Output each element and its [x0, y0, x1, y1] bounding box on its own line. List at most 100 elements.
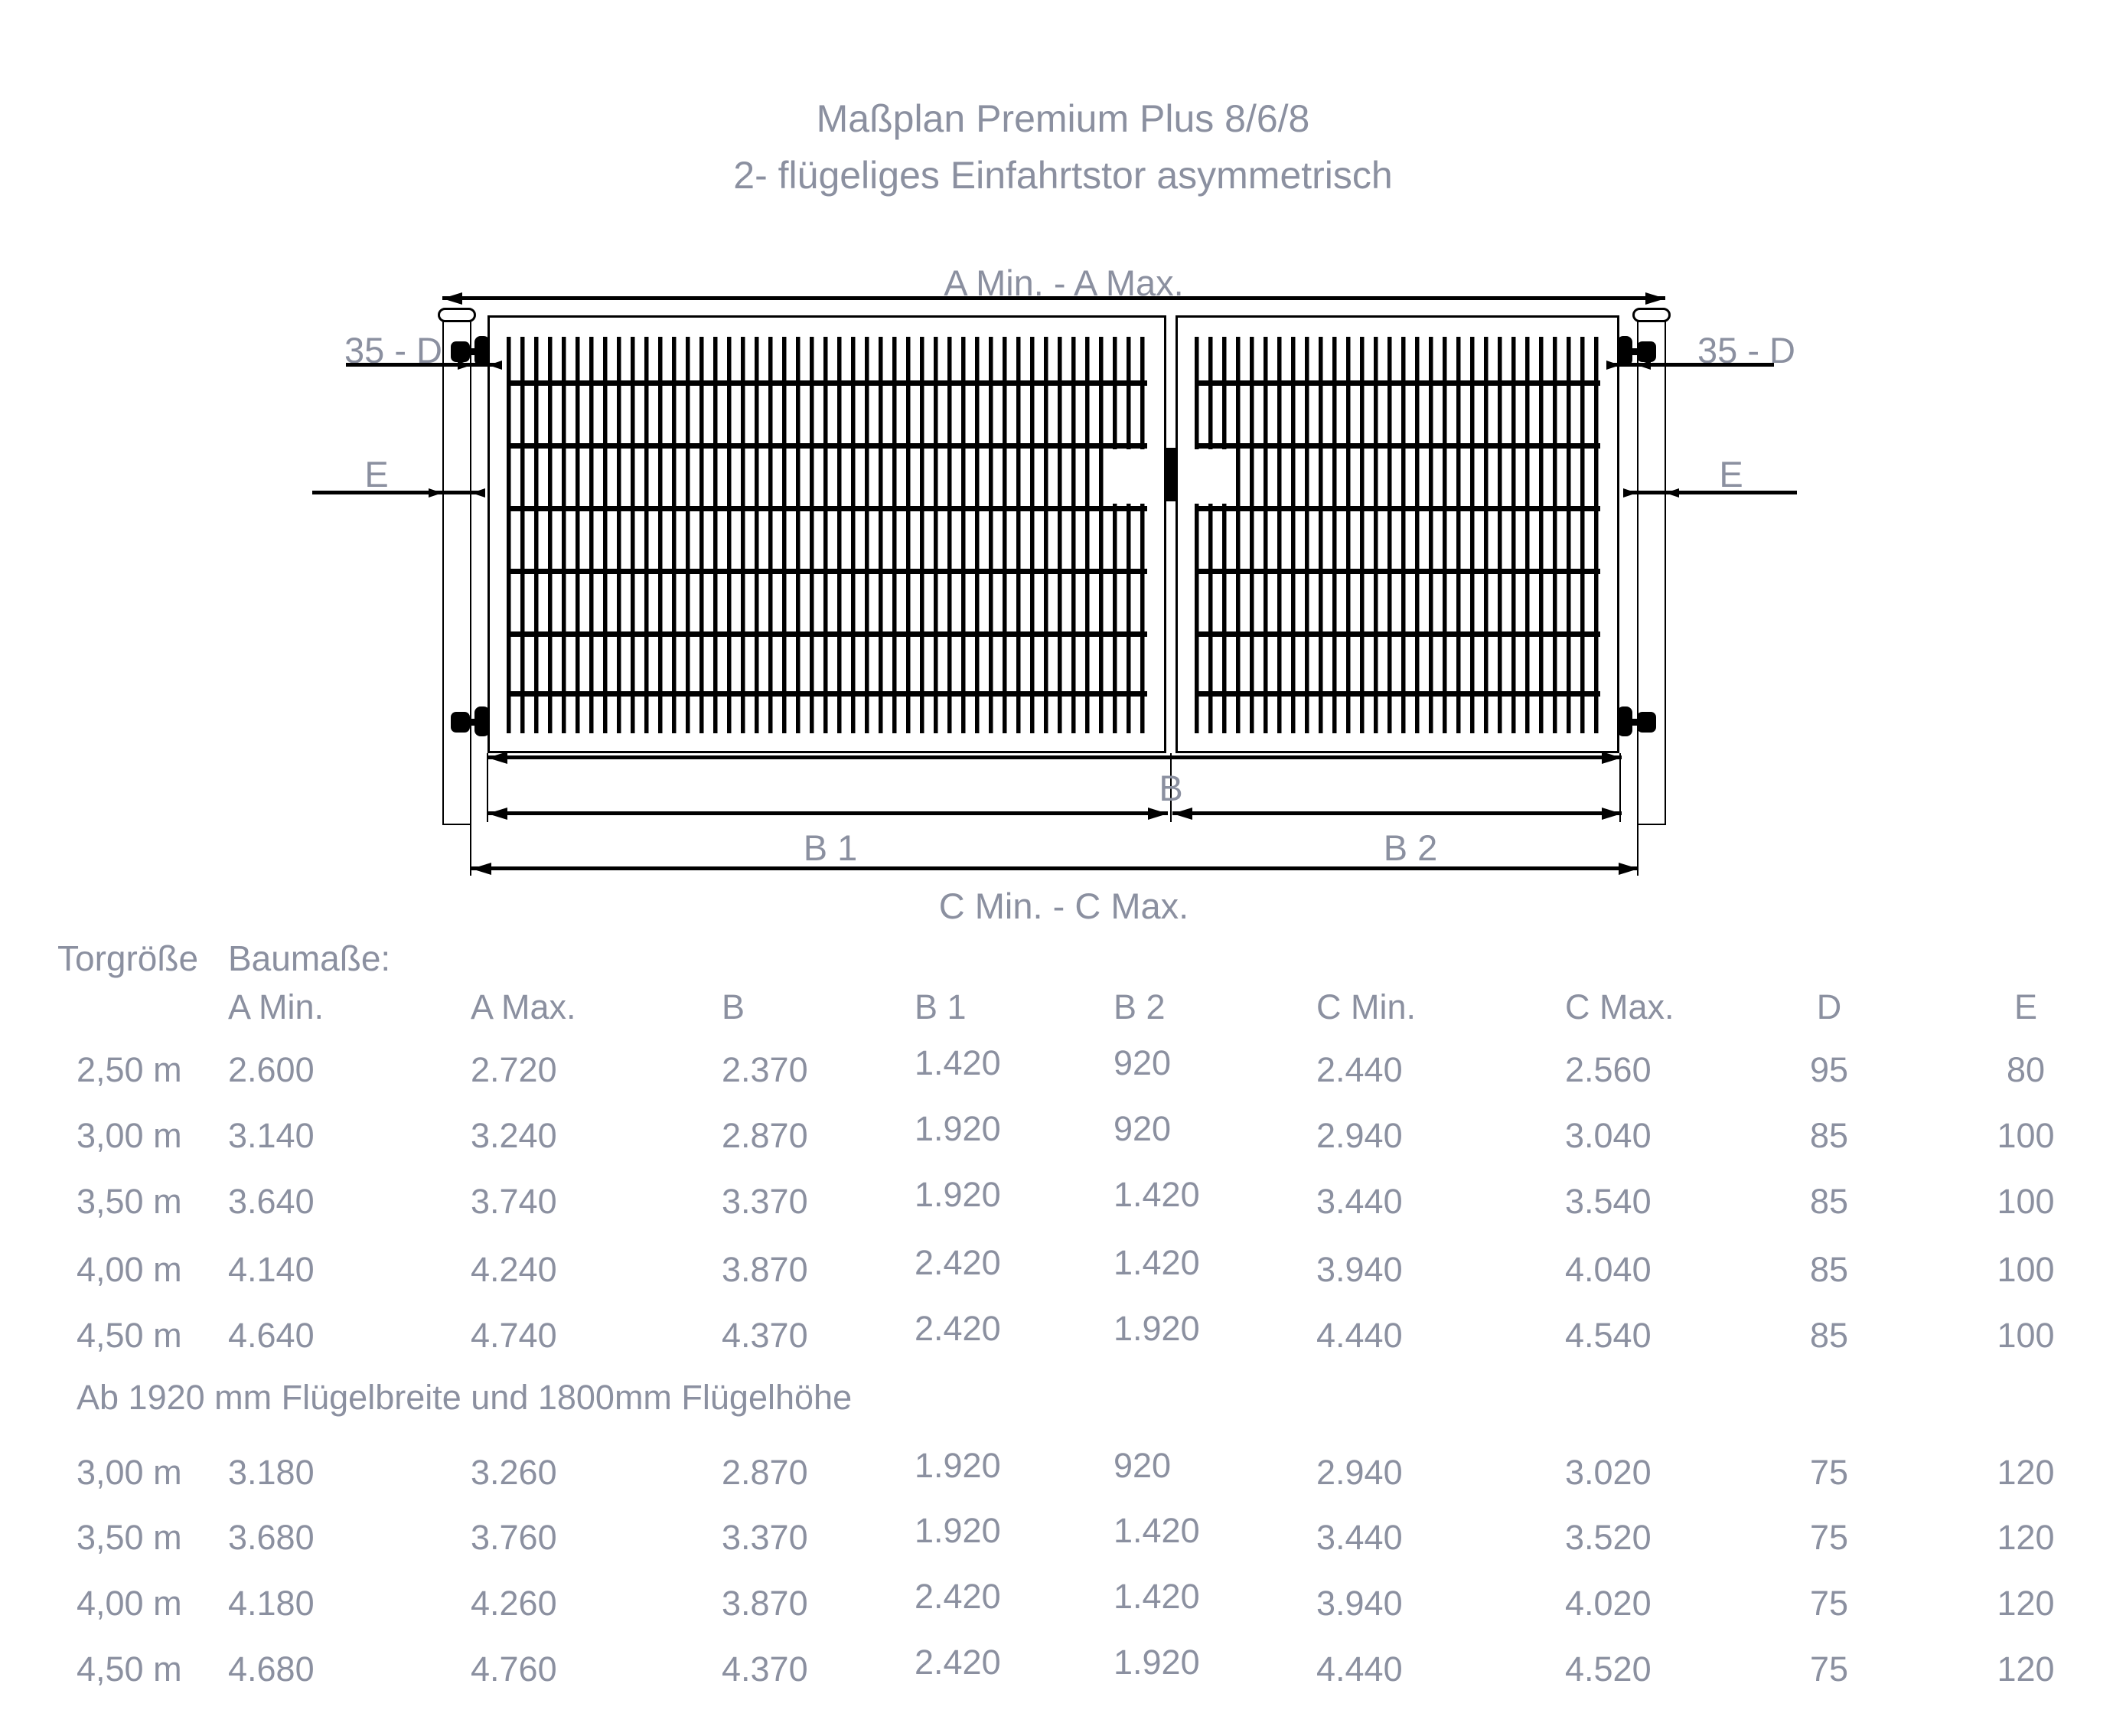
dim-d-right-line — [1610, 363, 1774, 367]
table-row: 2,50 m 2.600 2.720 2.370 1.420 920 2.440 2.560 9… — [0, 1043, 2126, 1093]
cell-d: 75 — [1809, 1453, 1849, 1492]
cell-e: 80 — [2006, 1050, 2046, 1089]
cell-c-min: 3.940 — [1316, 1584, 1403, 1623]
dim-a-arrow-left-icon — [442, 292, 462, 305]
dim-a-arrow-right-icon — [1645, 292, 1665, 305]
cell-b1: 1.920 — [915, 1109, 1001, 1148]
cell-c-max: 3.020 — [1565, 1453, 1652, 1492]
extension-line-right-leaf — [1619, 753, 1621, 822]
dim-b-arrow-left-icon — [487, 752, 507, 764]
extension-line-post-right — [1637, 817, 1639, 876]
column-header-c-max: C Max. — [1565, 987, 1674, 1026]
cell-a-max: 2.720 — [471, 1050, 557, 1089]
dim-b1-label: B 1 — [803, 827, 858, 868]
cell-c-max: 4.020 — [1565, 1584, 1652, 1623]
gate-leaf-right — [1175, 315, 1619, 753]
gate-post-right — [1637, 321, 1666, 825]
dim-b2-arrow-right-icon — [1602, 808, 1622, 820]
cell-b: 3.870 — [722, 1584, 808, 1623]
dim-c-line — [471, 866, 1639, 870]
cell-a-min: 4.140 — [228, 1250, 315, 1289]
cell-b2: 920 — [1114, 1446, 1172, 1485]
cell-a-min: 2.600 — [228, 1050, 315, 1089]
rail — [507, 631, 1147, 637]
cell-a-max: 4.760 — [471, 1650, 557, 1689]
cell-a-max: 3.240 — [471, 1116, 557, 1155]
cell-b1: 2.420 — [915, 1577, 1001, 1616]
cell-b2: 1.420 — [1114, 1175, 1200, 1214]
cell-b1: 2.420 — [915, 1309, 1001, 1348]
cell-torgroesse: 3,50 m — [77, 1518, 182, 1557]
page-title: Maßplan Premium Plus 8/6/8 2- flügeliges… — [0, 90, 2126, 204]
dim-e-right-arrow-left-icon — [1665, 488, 1679, 498]
leaf-right-bars — [1195, 337, 1600, 733]
cell-e: 120 — [1997, 1453, 2055, 1492]
cell-a-max: 3.760 — [471, 1518, 557, 1557]
cell-b: 2.870 — [722, 1116, 808, 1155]
table-row: 3,50 m 3.640 3.740 3.370 1.920 1.420 3.440 3.54… — [0, 1175, 2126, 1225]
table-row: 4,50 m 4.680 4.760 4.370 2.420 1.920 4.440 4.52… — [0, 1643, 2126, 1692]
page-title-line1: Maßplan Premium Plus 8/6/8 — [816, 97, 1310, 140]
cell-c-min: 3.440 — [1316, 1518, 1403, 1557]
cell-torgroesse: 2,50 m — [77, 1050, 182, 1089]
cell-e: 100 — [1997, 1250, 2055, 1289]
cell-b: 3.370 — [722, 1182, 808, 1221]
cell-a-max: 4.240 — [471, 1250, 557, 1289]
cell-torgroesse: 4,50 m — [77, 1316, 182, 1355]
dim-d-left-line — [346, 363, 497, 367]
column-header-torgroesse: Torgröße — [57, 938, 199, 978]
cell-c-max: 4.540 — [1565, 1316, 1652, 1355]
dim-b1-line — [487, 811, 1168, 815]
cell-c-max: 3.520 — [1565, 1518, 1652, 1557]
rail — [1195, 380, 1600, 386]
leaf-left-bars — [507, 337, 1147, 733]
cell-b: 4.370 — [722, 1316, 808, 1355]
table-header-row: A Min. A Max. B B 1 B 2 C Min. C Max. D … — [0, 987, 2126, 1030]
table-group-header: Torgröße Baumaße: — [0, 938, 2126, 981]
cell-d: 75 — [1809, 1518, 1849, 1557]
dim-e-right-label: E — [1719, 454, 1743, 494]
rail — [1195, 443, 1600, 449]
extension-line-post-left — [470, 817, 471, 876]
cell-b2: 920 — [1114, 1109, 1172, 1148]
cell-a-min: 3.140 — [228, 1116, 315, 1155]
rail — [507, 691, 1147, 697]
cell-d: 85 — [1809, 1182, 1849, 1221]
column-header-b: B — [722, 987, 745, 1026]
cell-a-min: 3.180 — [228, 1453, 315, 1492]
table-note: Ab 1920 mm Flügelbreite und 1800mm Flüge… — [77, 1378, 853, 1417]
dim-b-line — [487, 755, 1622, 759]
cell-d: 75 — [1809, 1584, 1849, 1623]
dim-e-left-label: E — [364, 454, 389, 494]
rail — [1195, 506, 1600, 511]
cell-c-max: 3.540 — [1565, 1182, 1652, 1221]
cell-c-min: 3.940 — [1316, 1250, 1403, 1289]
cell-torgroesse: 4,00 m — [77, 1250, 182, 1289]
cell-b: 3.370 — [722, 1518, 808, 1557]
cell-b: 2.870 — [722, 1453, 808, 1492]
dim-b1-arrow-left-icon — [487, 808, 507, 820]
cell-e: 100 — [1997, 1316, 2055, 1355]
cell-c-min: 3.440 — [1316, 1182, 1403, 1221]
rail — [1195, 569, 1600, 574]
dim-c-arrow-left-icon — [471, 863, 491, 875]
cell-b1: 1.420 — [915, 1043, 1001, 1082]
cell-torgroesse: 3,00 m — [77, 1116, 182, 1155]
dim-b-label: B — [1159, 768, 1183, 808]
cell-c-min: 2.940 — [1316, 1116, 1403, 1155]
cell-b: 4.370 — [722, 1650, 808, 1689]
cell-b: 2.370 — [722, 1050, 808, 1089]
dim-e-left-arrow-right-icon — [429, 488, 442, 498]
cell-e: 100 — [1997, 1116, 2055, 1155]
rail — [507, 569, 1147, 574]
cell-a-min: 4.180 — [228, 1584, 315, 1623]
dim-e-left-line — [312, 491, 482, 494]
cell-e: 120 — [1997, 1650, 2055, 1689]
cell-c-min: 2.440 — [1316, 1050, 1403, 1089]
table-row: 3,00 m 3.180 3.260 2.870 1.920 920 2.940 3.020 7… — [0, 1446, 2126, 1496]
column-header-c-min: C Min. — [1316, 987, 1417, 1026]
cell-c-min: 4.440 — [1316, 1316, 1403, 1355]
dim-b-arrow-right-icon — [1602, 752, 1622, 764]
cell-b1: 2.420 — [915, 1643, 1001, 1682]
